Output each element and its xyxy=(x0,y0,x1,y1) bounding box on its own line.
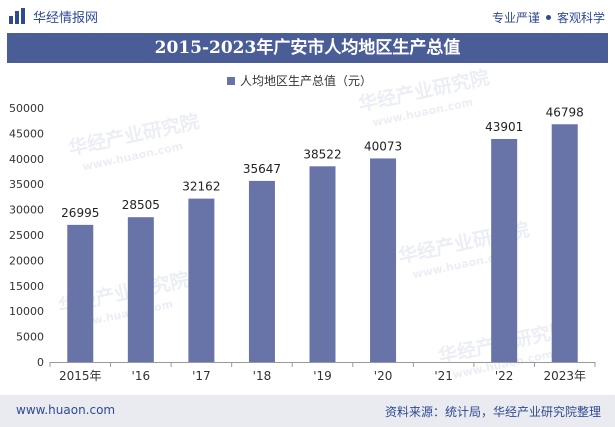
bar-5 xyxy=(370,158,397,362)
x-tick-label-0: 2015年 xyxy=(59,369,102,383)
footer-site-link[interactable]: www.huaon.com xyxy=(16,403,116,417)
bar-chart-logo-icon xyxy=(8,7,26,26)
x-tick-label-8: 2023年 xyxy=(543,369,586,383)
data-label-3: 35647 xyxy=(243,162,281,176)
brand-name: 华经情报网 xyxy=(33,11,99,26)
data-label-7: 43901 xyxy=(485,120,523,134)
y-tick-label: 5000 xyxy=(16,331,44,344)
y-tick-label: 40000 xyxy=(9,153,44,166)
bullet-dot-icon xyxy=(545,15,551,20)
y-tick-label: 0 xyxy=(37,356,44,369)
data-label-4: 38522 xyxy=(303,147,341,161)
y-tick-label: 30000 xyxy=(9,204,44,217)
bar-8 xyxy=(551,124,578,362)
bar-chart: 华经产业研究院www.huaon.com华经产业研究院www.huaon.com… xyxy=(9,66,596,383)
tagline-left: 专业严谨 xyxy=(491,11,540,25)
bar-0 xyxy=(67,224,94,362)
title-bar: 2015-2023年广安市人均地区生产总值 xyxy=(7,33,608,63)
x-tick-label-1: '16 xyxy=(132,369,151,383)
footer: www.huaon.com 资料来源：统计局，华经产业研究院整理 xyxy=(0,395,615,427)
y-tick-label: 50000 xyxy=(9,102,44,115)
y-tick-label: 10000 xyxy=(9,305,44,318)
data-label-0: 26995 xyxy=(61,206,99,220)
x-tick-label-4: '19 xyxy=(313,369,332,383)
x-tick-label-7: '22 xyxy=(495,369,514,383)
data-label-1: 28505 xyxy=(122,198,160,212)
tagline-right: 客观科学 xyxy=(556,11,605,25)
x-tick-label-5: '20 xyxy=(374,369,393,383)
data-label-8: 46798 xyxy=(546,105,584,119)
y-tick-label: 45000 xyxy=(9,127,44,140)
y-tick-label: 20000 xyxy=(9,254,44,267)
y-tick-label: 15000 xyxy=(9,280,44,293)
y-tick-label: 35000 xyxy=(9,178,44,191)
tagline: 专业严谨 客观科学 xyxy=(492,9,605,26)
legend-swatch xyxy=(227,77,235,85)
bar-3 xyxy=(248,180,275,362)
bar-7 xyxy=(491,138,518,362)
chart-title: 2015-2023年广安市人均地区生产总值 xyxy=(154,38,461,58)
x-tick-label-3: '18 xyxy=(253,369,272,383)
bar-1 xyxy=(127,217,154,362)
brand[interactable]: 华经情报网 xyxy=(8,7,98,26)
bar-2 xyxy=(188,198,215,362)
x-tick-label-6: '21 xyxy=(434,369,453,383)
legend-label: 人均地区生产总值（元） xyxy=(240,73,372,88)
footer-source: 资料来源：统计局，华经产业研究院整理 xyxy=(384,405,601,419)
x-tick-label-2: '17 xyxy=(192,369,211,383)
bar-4 xyxy=(309,166,336,362)
top-bar: 华经情报网 专业严谨 客观科学 xyxy=(0,0,615,33)
y-tick-label: 25000 xyxy=(9,229,44,242)
data-label-5: 40073 xyxy=(364,139,402,153)
data-label-2: 32162 xyxy=(182,180,220,194)
